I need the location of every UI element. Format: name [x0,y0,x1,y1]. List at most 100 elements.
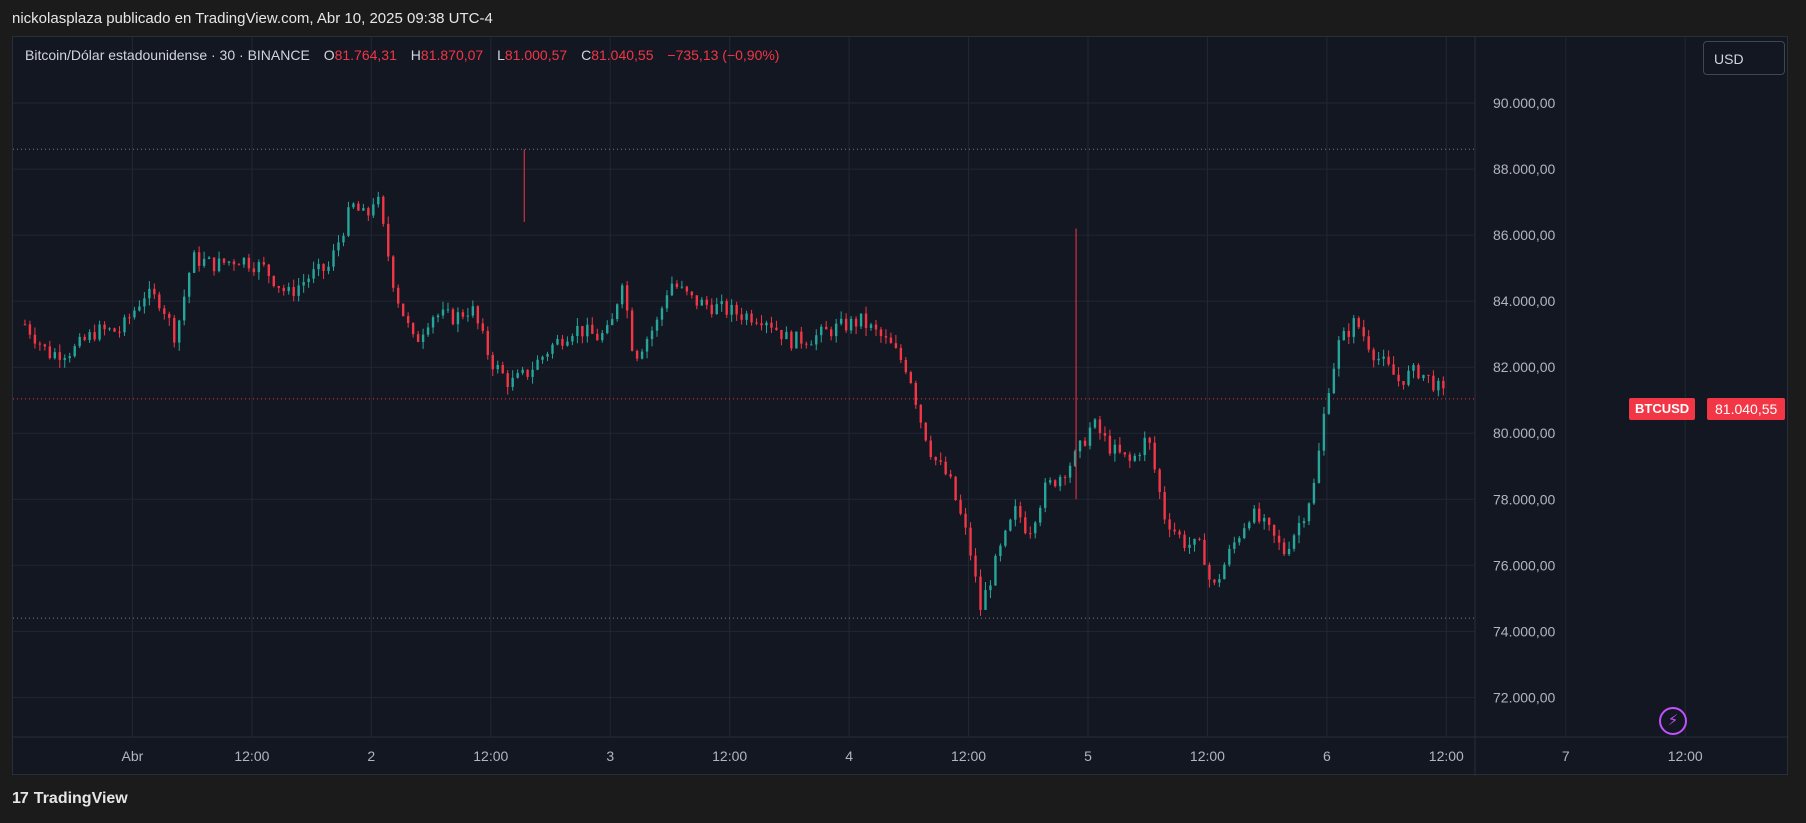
candle-body [1009,519,1012,531]
candle-body [1248,522,1251,529]
candle-body [58,352,61,360]
time-tick-label: 7 [1562,748,1570,764]
candle-body [1014,506,1017,520]
candle-body [1034,522,1037,534]
candle-body [406,316,410,324]
candle-body [1173,529,1176,532]
candle-body [705,299,708,305]
candle-body [83,336,86,340]
candle-body [785,331,788,340]
candle-body [1282,542,1286,555]
candle-body [392,256,395,288]
currency-button[interactable]: USD [1703,41,1785,75]
candle-body [541,356,544,360]
candle-body [33,334,37,344]
candle-body [1412,365,1415,371]
chart-panel[interactable]: 72.000,00 74.000,00 76.000,00 78.000,00 80.0… [12,36,1789,776]
candle-body [1327,393,1331,414]
candle-body [1427,374,1430,376]
candle-body [202,258,206,266]
candle-body [173,317,176,343]
candle-body [327,266,330,272]
candle-body [1198,538,1201,540]
candle-body [685,286,689,292]
footer-brand[interactable]: 17 TradingView [12,790,128,808]
candle-body [750,313,753,323]
candle-body [163,308,166,314]
horizontal-levels [13,148,1475,619]
candle-body [1262,517,1266,522]
price-axis[interactable]: 72.000,00 74.000,00 76.000,00 78.000,00 80.0… [1493,95,1555,705]
candle-body [496,364,499,370]
candlestick-chart[interactable]: 72.000,00 74.000,00 76.000,00 78.000,00 80.0… [13,37,1789,776]
candle-body [581,325,584,337]
candle-body [357,203,360,211]
price-tick-label: 72.000,00 [1493,689,1555,705]
grid [13,37,1789,776]
candle-body [103,324,106,330]
candle-body [994,556,997,586]
candle-body [1029,533,1032,535]
candle-body [108,328,111,330]
open-label: O [323,47,335,63]
price-tick-label: 86.000,00 [1493,227,1555,243]
price-tick-label: 78.000,00 [1493,491,1555,507]
candle-body [307,278,310,283]
candle-body [466,315,470,317]
candle-body [1019,506,1022,518]
symbol-title[interactable]: Bitcoin/Dólar estadounidense · 30 · BINA… [25,47,310,63]
time-axis[interactable]: Abr 12:00 2 12:00 3 12:00 4 12:00 5 12:00 6 12:00 7 1… [122,748,1789,764]
candle-body [1342,330,1346,341]
candle-body [536,359,539,370]
candle-body [68,356,71,359]
candle-body [820,326,823,336]
time-tick-label: 12:00 [234,748,269,764]
candle-body [611,319,614,326]
candle-body [586,324,589,337]
candle-body [292,287,295,296]
price-tick-label: 82.000,00 [1493,359,1555,375]
candle-body [138,306,141,311]
candle-body [829,329,833,337]
candle-body [1058,476,1062,487]
candle-body [421,334,425,342]
candle-body [1312,482,1316,504]
high-value: 81.870,07 [420,47,484,63]
open-value: 81.764,31 [334,47,397,63]
candle-body [1208,564,1211,580]
candle-body [775,327,778,330]
lightning-icon[interactable]: ⚡ [1659,707,1687,735]
candle-body [342,235,345,243]
candle-body [1004,530,1007,546]
candle-body [411,323,415,335]
candle-body [949,474,952,477]
candle-body [476,306,480,324]
candle-body [178,320,181,343]
candle-body [426,327,430,335]
candle-body [158,294,161,309]
candle-body [332,250,335,267]
candle-body [1238,538,1241,543]
candle-body [1422,374,1425,379]
candle-body [516,373,519,378]
candle-body [1272,524,1276,536]
candle-body [436,315,440,318]
candle-body [805,343,808,345]
candle-body [1367,336,1370,350]
candle-body [969,527,972,556]
candle-body [1113,444,1117,454]
candle-body [879,329,883,337]
candle-body [78,336,81,347]
candle-body [143,298,146,307]
candle-body [362,208,365,211]
candle-body [934,456,937,461]
candle-body [183,296,186,321]
last-price-tag: 81.040,55 [1707,398,1786,420]
candle-body [839,318,843,324]
price-tick-label: 84.000,00 [1493,293,1555,309]
candle-body [1163,492,1166,520]
candle-body [670,283,674,296]
candle-body [347,207,350,236]
candle-body [481,323,485,331]
low-value: 81.000,57 [504,47,568,63]
